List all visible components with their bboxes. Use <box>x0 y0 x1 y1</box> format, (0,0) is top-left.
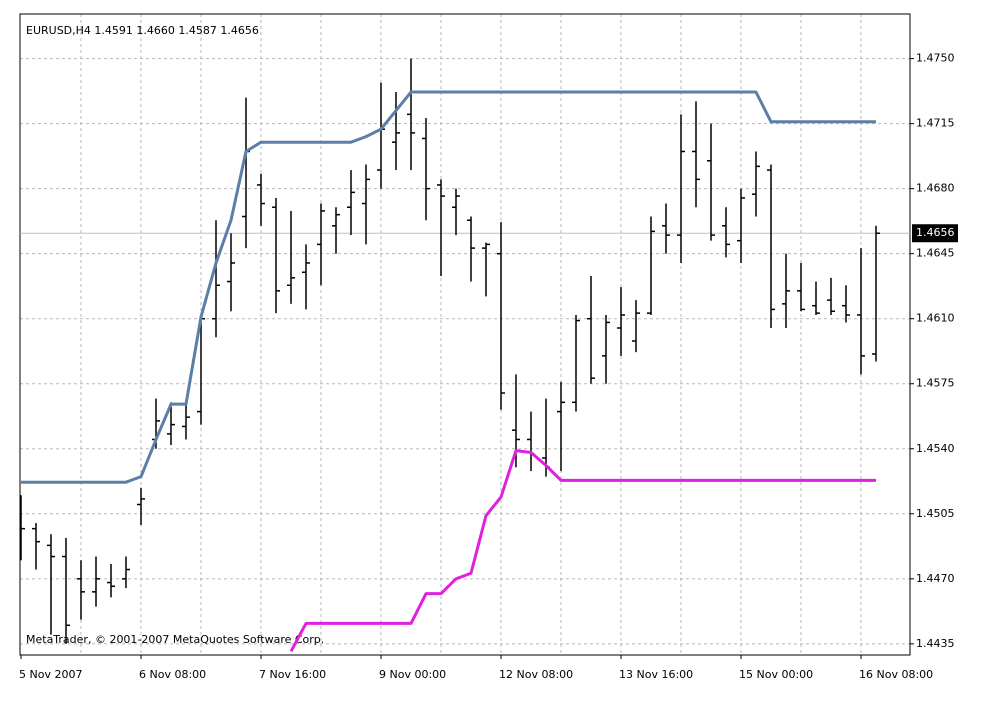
overlay-line <box>289 449 876 652</box>
x-tick-label: 15 Nov 00:00 <box>739 668 813 681</box>
chart-title: EURUSD,H4 1.4591 1.4660 1.4587 1.4656 <box>26 24 259 37</box>
x-tick-label: 6 Nov 08:00 <box>139 668 206 681</box>
y-tick-label: 1.4610 <box>916 312 955 325</box>
x-tick-label: 5 Nov 2007 <box>19 668 82 681</box>
y-tick-label: 1.4750 <box>916 52 955 65</box>
y-tick-label: 1.4470 <box>916 572 955 585</box>
y-tick-label: 1.4575 <box>916 377 955 390</box>
y-tick-label: 1.4435 <box>916 637 955 650</box>
plot <box>20 58 910 652</box>
y-tick-label: 1.4540 <box>916 442 955 455</box>
last-price-label: 1.4656 <box>916 226 955 239</box>
x-tick-label: 12 Nov 08:00 <box>499 668 573 681</box>
credit: MetaTrader, © 2001-2007 MetaQuotes Softw… <box>26 633 324 646</box>
x-tick-label: 7 Nov 16:00 <box>259 668 326 681</box>
overlay-line <box>21 90 876 484</box>
x-tick-label: 16 Nov 08:00 <box>859 668 933 681</box>
x-tick-label: 9 Nov 00:00 <box>379 668 446 681</box>
plot-frame <box>19 13 911 656</box>
last-price-badge <box>912 224 958 243</box>
x-tick-label: 13 Nov 16:00 <box>619 668 693 681</box>
y-tick-label: 1.4680 <box>916 182 955 195</box>
y-tick-label: 1.4715 <box>916 117 955 130</box>
y-tick-label: 1.4645 <box>916 247 955 260</box>
y-tick-label: 1.4505 <box>916 507 955 520</box>
